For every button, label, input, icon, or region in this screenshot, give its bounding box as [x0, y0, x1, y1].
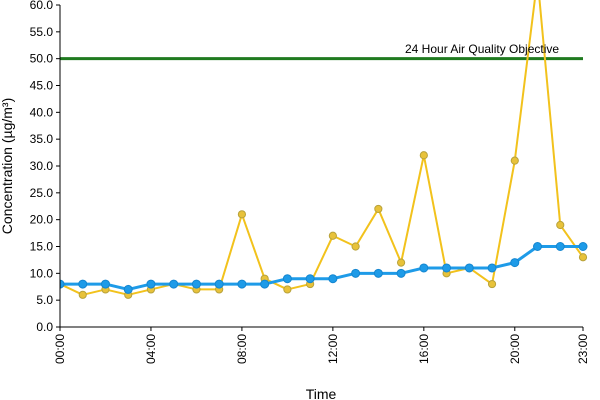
series-2-point [464, 263, 474, 273]
series-2-point [351, 268, 361, 278]
y-axis-title: Concentration (µg/m³) [0, 98, 15, 234]
y-tick-label: 40.0 [30, 105, 54, 119]
y-tick-label: 5.0 [36, 293, 53, 307]
plot-area [60, 0, 588, 299]
series-1-point [351, 242, 360, 251]
series-2-point [578, 242, 588, 251]
series-1-point [237, 210, 247, 219]
series-2-point [191, 279, 201, 289]
series-2-point [396, 268, 406, 278]
series-2-point [260, 279, 270, 289]
series-1-point [487, 279, 497, 289]
x-tick-label: 20:00 [508, 334, 522, 364]
series-2-point [533, 242, 543, 251]
y-tick-label: 45.0 [30, 79, 54, 93]
series-2-point [373, 268, 383, 278]
series-1-point [578, 253, 588, 262]
y-tick-label: 60.0 [30, 0, 54, 12]
y-tick-label: 10.0 [30, 266, 54, 280]
series-1-point [374, 204, 383, 214]
y-tick-label: 35.0 [30, 132, 54, 146]
series-1-point [510, 156, 519, 165]
y-tick-label: 0.0 [36, 320, 53, 334]
x-tick-label: 00:00 [53, 334, 67, 364]
series-2-point [123, 284, 133, 294]
series-1-point [78, 290, 87, 299]
series-1-point [556, 220, 565, 230]
series-2-point [419, 263, 429, 273]
y-axis-ticks: 0.0 5.0 10.0 15.0 20.0 25.0 30.0 35.0 40.0 45.0 50… [30, 0, 60, 334]
y-tick-label: 15.0 [30, 240, 54, 254]
x-tick-label: 08:00 [235, 334, 249, 364]
series-2-point [282, 274, 292, 284]
series-1-point [419, 151, 428, 160]
series-2-point [328, 274, 338, 284]
series-2-point [237, 279, 247, 289]
y-tick-label: 55.0 [30, 25, 54, 39]
series-1-point [283, 285, 292, 294]
series-2-point [487, 263, 497, 273]
series-2-point [305, 274, 315, 284]
x-axis-ticks: 00:00 04:00 08:00 12:00 16:00 20:00 23:00 [53, 327, 590, 364]
x-axis-title: Time [306, 386, 337, 400]
series-2-point [442, 263, 452, 273]
x-tick-label: 04:00 [144, 334, 158, 364]
series-2-point [100, 279, 110, 289]
y-tick-label: 50.0 [30, 52, 54, 66]
series-2-point [146, 279, 156, 289]
series-2-line [60, 245, 583, 291]
series-2-point [78, 279, 88, 289]
y-tick-label: 30.0 [30, 159, 54, 173]
y-tick-label: 20.0 [30, 213, 54, 227]
x-tick-label: 23:00 [576, 334, 590, 364]
series-2-point [510, 258, 520, 268]
series-2-point [214, 279, 224, 289]
series-2-point [555, 242, 565, 251]
x-tick-label: 16:00 [417, 334, 431, 364]
series-1-point [328, 231, 337, 240]
series-1-point [396, 258, 406, 267]
series-2-point [169, 279, 179, 289]
reference-line-label: 24 Hour Air Quality Objective [405, 42, 559, 56]
x-tick-label: 12:00 [326, 334, 340, 364]
series-2-point [60, 279, 65, 289]
y-tick-label: 25.0 [30, 186, 54, 200]
